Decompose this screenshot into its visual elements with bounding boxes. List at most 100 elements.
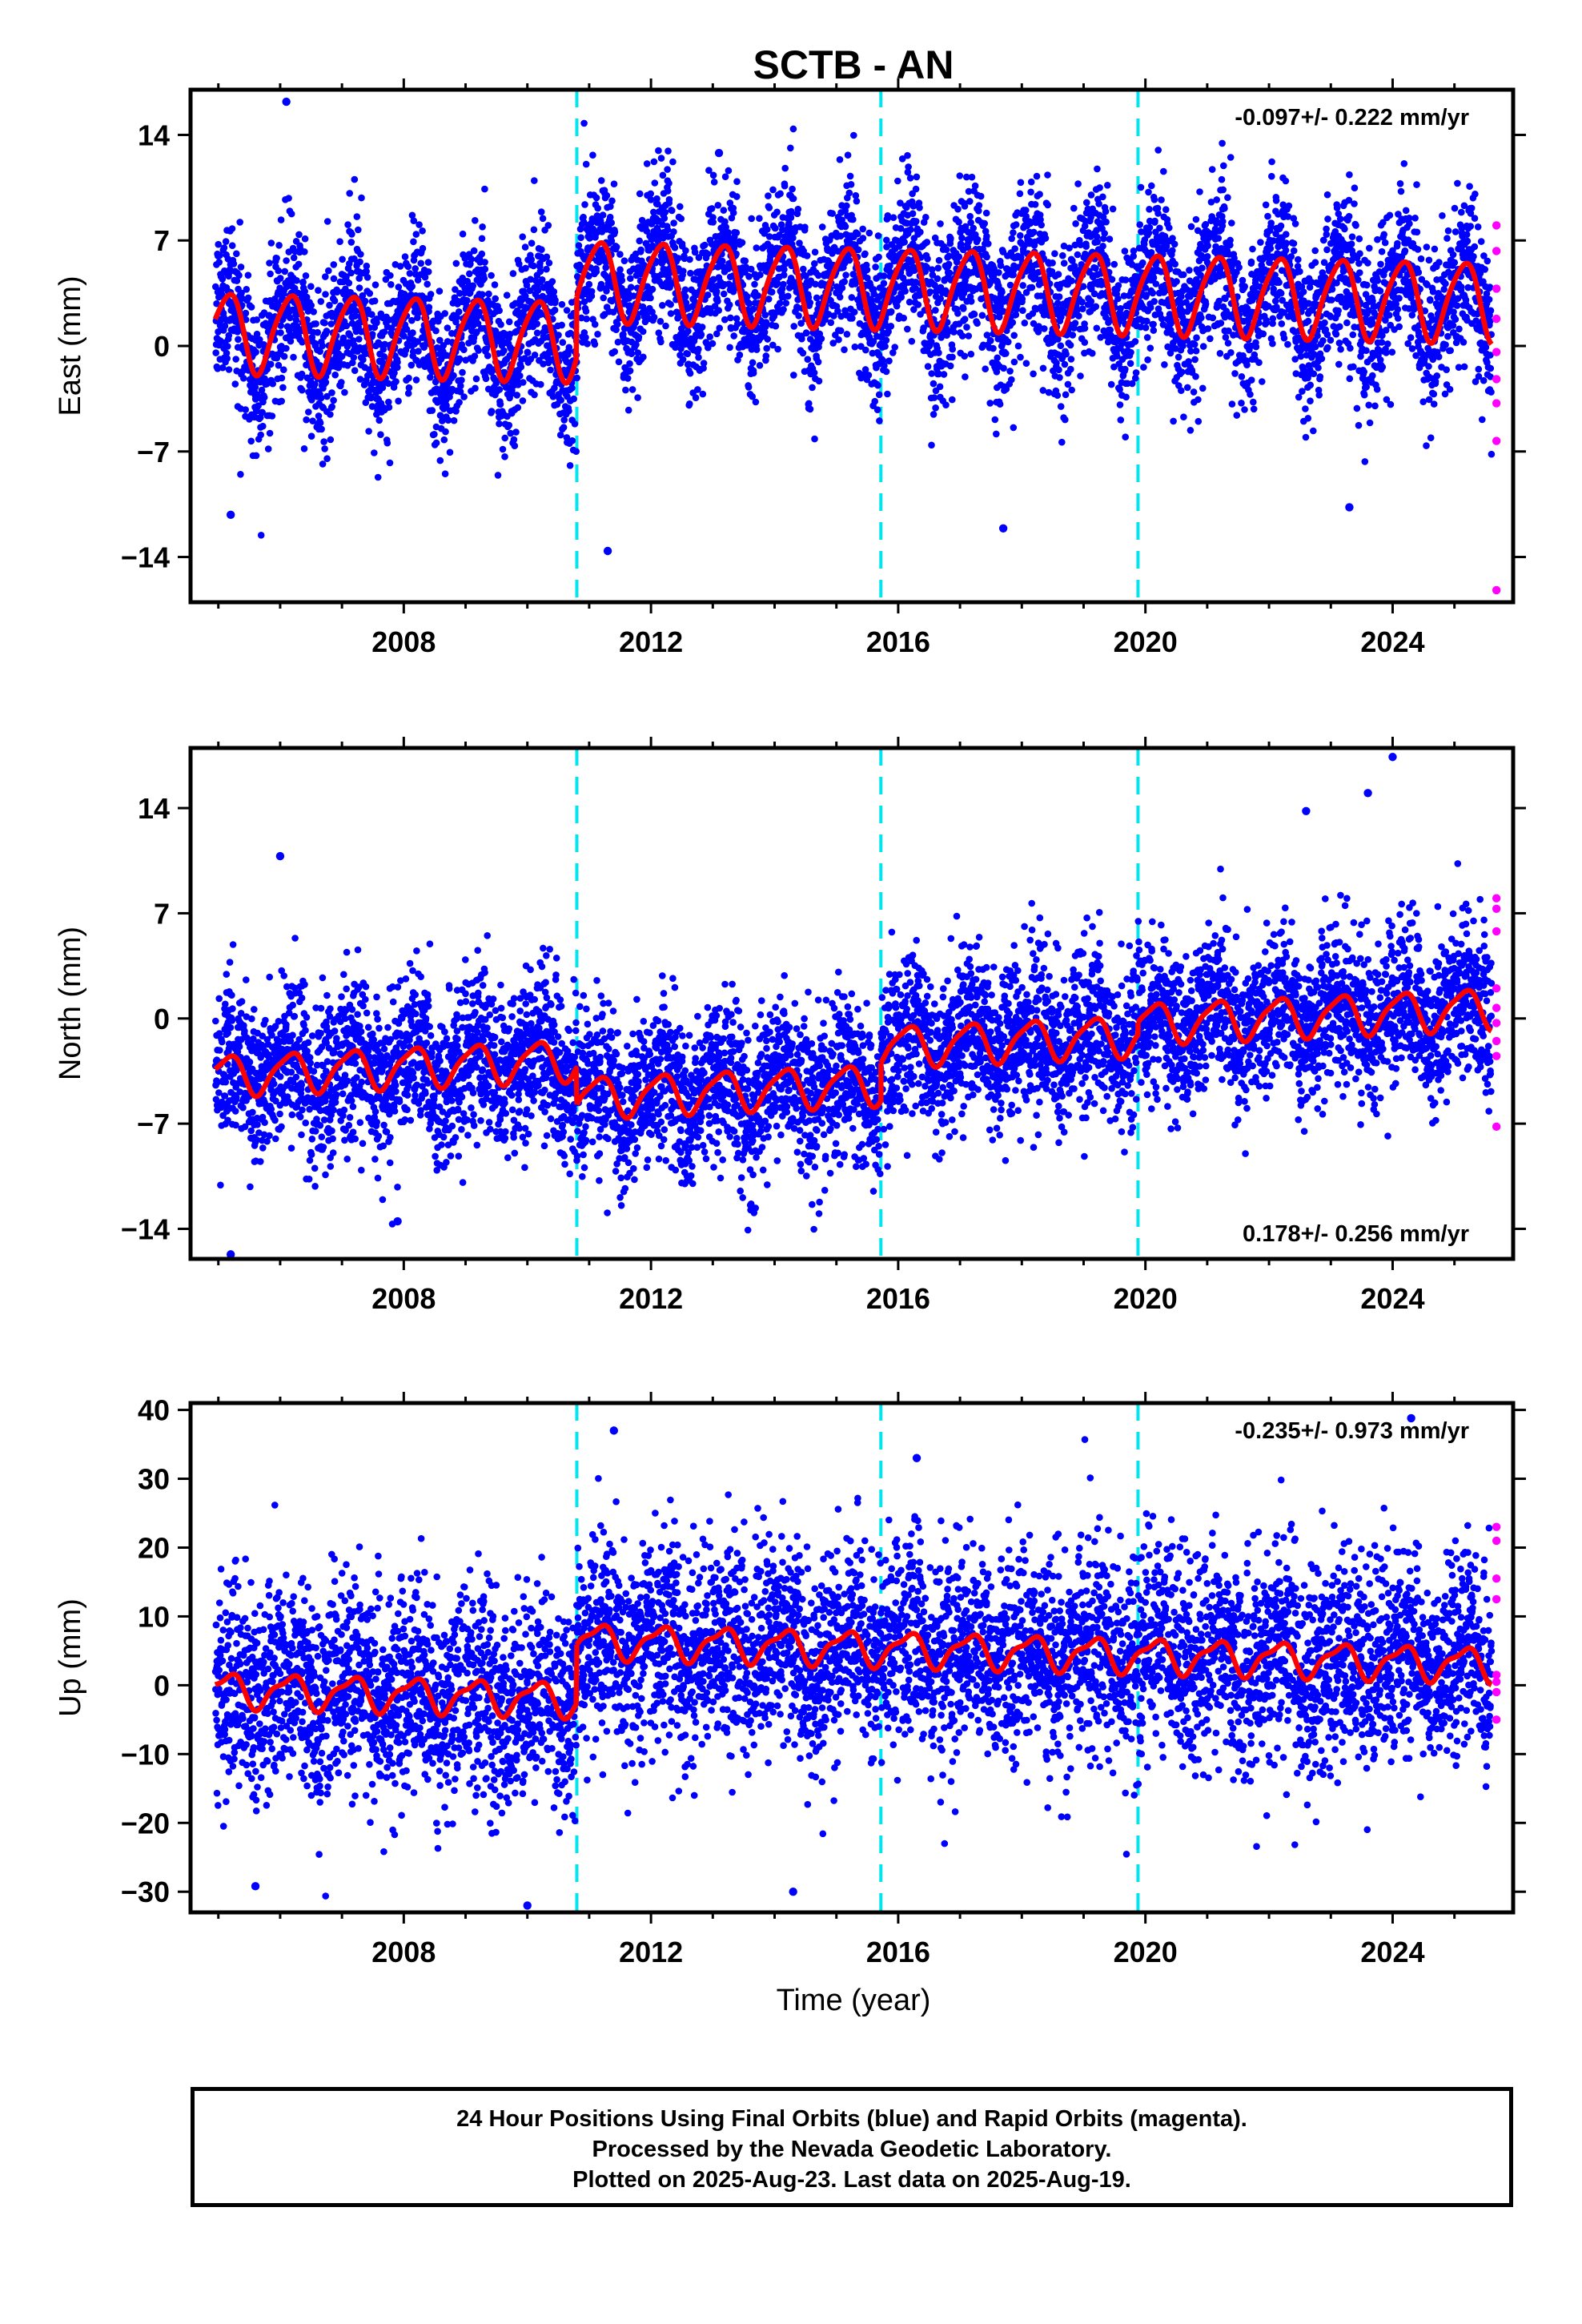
panel-frame: [188, 746, 1516, 1261]
outlier-point-5: [998, 524, 1008, 533]
rapid-orbit-point-9: [1492, 585, 1501, 595]
outlier-point-3: [603, 546, 612, 556]
outlier-point-4: [523, 1901, 532, 1910]
rapid-orbit-point-2: [1492, 1536, 1501, 1546]
rapid-orbit-point-5: [1492, 1671, 1501, 1679]
y-tick-label: 0: [154, 1669, 170, 1702]
x-tick-label: 2016: [866, 625, 930, 658]
y-tick-label: −30: [121, 1876, 170, 1908]
y-tick-label: 30: [138, 1463, 170, 1496]
rapid-orbit-point-8: [1492, 436, 1501, 445]
x-tick-label: 2016: [866, 1936, 930, 1968]
x-tick-label: 2012: [619, 625, 683, 658]
y-tick-label: 40: [138, 1394, 170, 1427]
y-tick-label: 14: [138, 792, 170, 825]
y-tick-label: −20: [121, 1807, 170, 1839]
chart-title: SCTB - AN: [753, 42, 954, 87]
outlier-point-1: [282, 97, 291, 107]
outlier-point-1: [1388, 753, 1397, 762]
y-tick-label: 0: [154, 330, 170, 363]
footer-note: 24 Hour Positions Using Final Orbits (bl…: [191, 2087, 1513, 2207]
y-tick-label: 14: [138, 119, 170, 151]
y-tick-label: 20: [138, 1531, 170, 1564]
y-tick-label: 7: [154, 897, 170, 930]
model-curve: [214, 1622, 1493, 1722]
x-tick-label: 2008: [371, 625, 436, 658]
x-tick-label: 2008: [371, 1936, 436, 1968]
rapid-orbit-point-1: [1492, 894, 1501, 903]
x-tick-label: 2016: [866, 1282, 930, 1315]
outlier-point-6: [1302, 806, 1311, 816]
outlier-point-6: [1345, 503, 1354, 512]
rapid-orbit-point-2: [1492, 247, 1501, 255]
rapid-orbit-point-9: [1492, 1122, 1501, 1132]
y-axis-label: East (mm): [54, 275, 87, 416]
rapid-orbit-point-6: [1492, 375, 1501, 384]
panel-up: 2008 2012 2016 2020 2024 40 30 20 10 0 −10 −20 −30 Up…: [54, 1392, 1526, 1968]
y-tick-label: −7: [137, 1108, 170, 1140]
plot-area: [211, 748, 1501, 1259]
x-tick-label: 2012: [619, 1936, 683, 1968]
rapid-orbit-point-3: [1492, 284, 1501, 293]
rapid-orbit-point-4: [1492, 314, 1501, 324]
outlier-point-6: [251, 1882, 260, 1891]
rapid-orbit-point-4: [1492, 1594, 1501, 1604]
final-orbit-points: [211, 1436, 1496, 1900]
plot-area: [211, 1403, 1501, 1912]
x-axis-label: Time (year): [777, 1984, 931, 2017]
x-tick-label: 2020: [1114, 625, 1178, 658]
model-curve: [213, 987, 1493, 1121]
rapid-orbit-point-7: [1492, 1036, 1501, 1046]
outlier-point-4: [226, 510, 235, 520]
footer-line-1: 24 Hour Positions Using Final Orbits (bl…: [456, 2106, 1247, 2132]
rapid-orbit-point-2: [1492, 904, 1501, 913]
rapid-orbit-point-6: [1492, 1677, 1501, 1687]
rapid-orbit-point-4: [1492, 984, 1501, 993]
x-tick-label: 2020: [1114, 1282, 1178, 1315]
x-tick-label: 2020: [1114, 1936, 1178, 1968]
rapid-orbit-point-3: [1492, 927, 1501, 936]
outlier-point-1: [609, 1426, 618, 1435]
rapid-orbit-point-8: [1492, 1051, 1501, 1060]
rapid-orbit-point-5: [1492, 348, 1501, 356]
y-axis-label: North (mm): [54, 927, 87, 1080]
outlier-point-3: [226, 1250, 235, 1259]
outlier-point-4: [393, 1216, 402, 1226]
rate-annotation: -0.097+/- 0.222 mm/yr: [1235, 105, 1469, 131]
panel-east: 2008 2012 2016 2020 2024 14 7 0 −7 −14 East (mm) -0…: [54, 78, 1526, 658]
y-tick-label: 0: [154, 1003, 170, 1035]
panel-north: 2008 2012 2016 2020 2024 14 7 0 −7 −14 North (mm) 0…: [54, 737, 1526, 1315]
x-tick-label: 2024: [1360, 1282, 1424, 1315]
outlier-point-5: [275, 851, 285, 861]
outlier-point-2: [1407, 1413, 1415, 1423]
outlier-point-2: [1363, 789, 1372, 798]
panels: 2008 2012 2016 2020 2024 14 7 0 −7 −14 East (mm) -0…: [54, 78, 1526, 1968]
y-tick-label: −14: [121, 541, 170, 574]
panel-frame: [188, 1401, 1516, 1915]
outlier-point-5: [789, 1888, 797, 1896]
y-tick-label: 7: [154, 224, 170, 257]
rapid-orbit-point-3: [1492, 1574, 1501, 1583]
footer-line-2: Processed by the Nevada Geodetic Laborat…: [592, 2137, 1112, 2162]
rapid-orbit-point-1: [1492, 221, 1501, 230]
x-tick-label: 2012: [619, 1282, 683, 1315]
rapid-orbit-point-7: [1492, 1687, 1501, 1697]
x-tick-label: 2024: [1360, 1936, 1424, 1968]
rapid-orbit-point-6: [1492, 1019, 1501, 1027]
rapid-orbit-point-5: [1492, 1003, 1501, 1012]
rate-annotation: 0.178+/- 0.256 mm/yr: [1243, 1221, 1469, 1247]
model-curve: [212, 239, 1494, 386]
x-tick-label: 2024: [1360, 625, 1424, 658]
plot-area: [212, 90, 1501, 602]
y-tick-label: 10: [138, 1600, 170, 1633]
footer-line-3: Plotted on 2025-Aug-23. Last data on 202…: [572, 2167, 1131, 2193]
rapid-orbit-point-7: [1492, 399, 1501, 408]
rapid-orbit-point-8: [1492, 1715, 1501, 1724]
rapid-orbit-point-1: [1492, 1522, 1501, 1531]
outlier-point-2: [714, 148, 724, 158]
outlier-point-3: [912, 1454, 921, 1462]
final-orbit-points: [211, 860, 1496, 1234]
rate-annotation: -0.235+/- 0.973 mm/yr: [1235, 1418, 1469, 1444]
y-tick-label: −10: [121, 1738, 170, 1771]
